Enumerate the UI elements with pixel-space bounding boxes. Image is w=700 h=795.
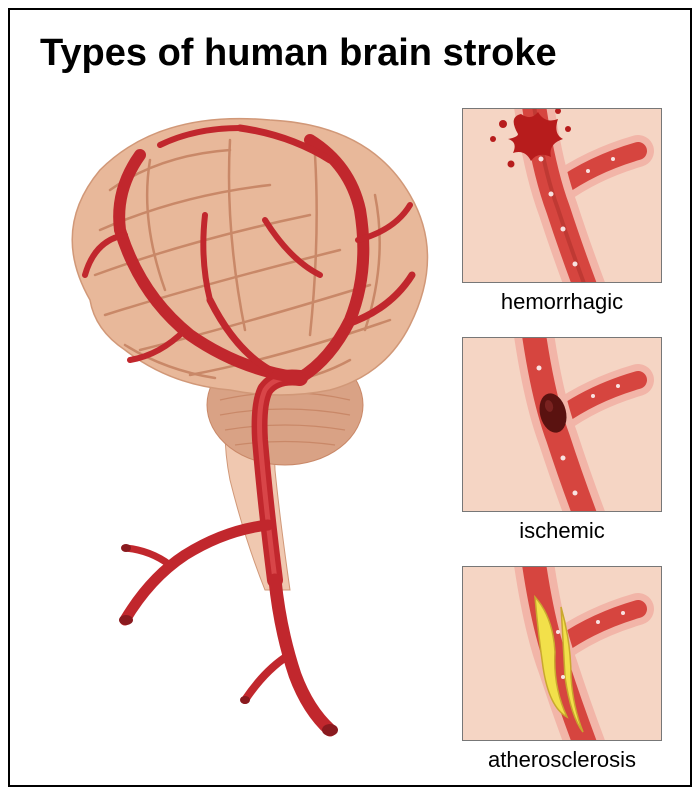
- stroke-type-panels: hemorrhagic: [462, 108, 662, 787]
- panel-atherosclerosis: atherosclerosis: [462, 566, 662, 787]
- panel-box: [462, 566, 662, 741]
- brain-illustration: [30, 100, 460, 740]
- panel-ischemic: ischemic: [462, 337, 662, 558]
- panel-box: [462, 108, 662, 283]
- panel-box: [462, 337, 662, 512]
- diagram-frame: Types of human brain stroke: [8, 8, 692, 787]
- panel-label: hemorrhagic: [501, 289, 623, 315]
- panel-hemorrhagic: hemorrhagic: [462, 108, 662, 329]
- panel-label: ischemic: [519, 518, 605, 544]
- page-title: Types of human brain stroke: [40, 32, 557, 75]
- panel-label: atherosclerosis: [488, 747, 636, 773]
